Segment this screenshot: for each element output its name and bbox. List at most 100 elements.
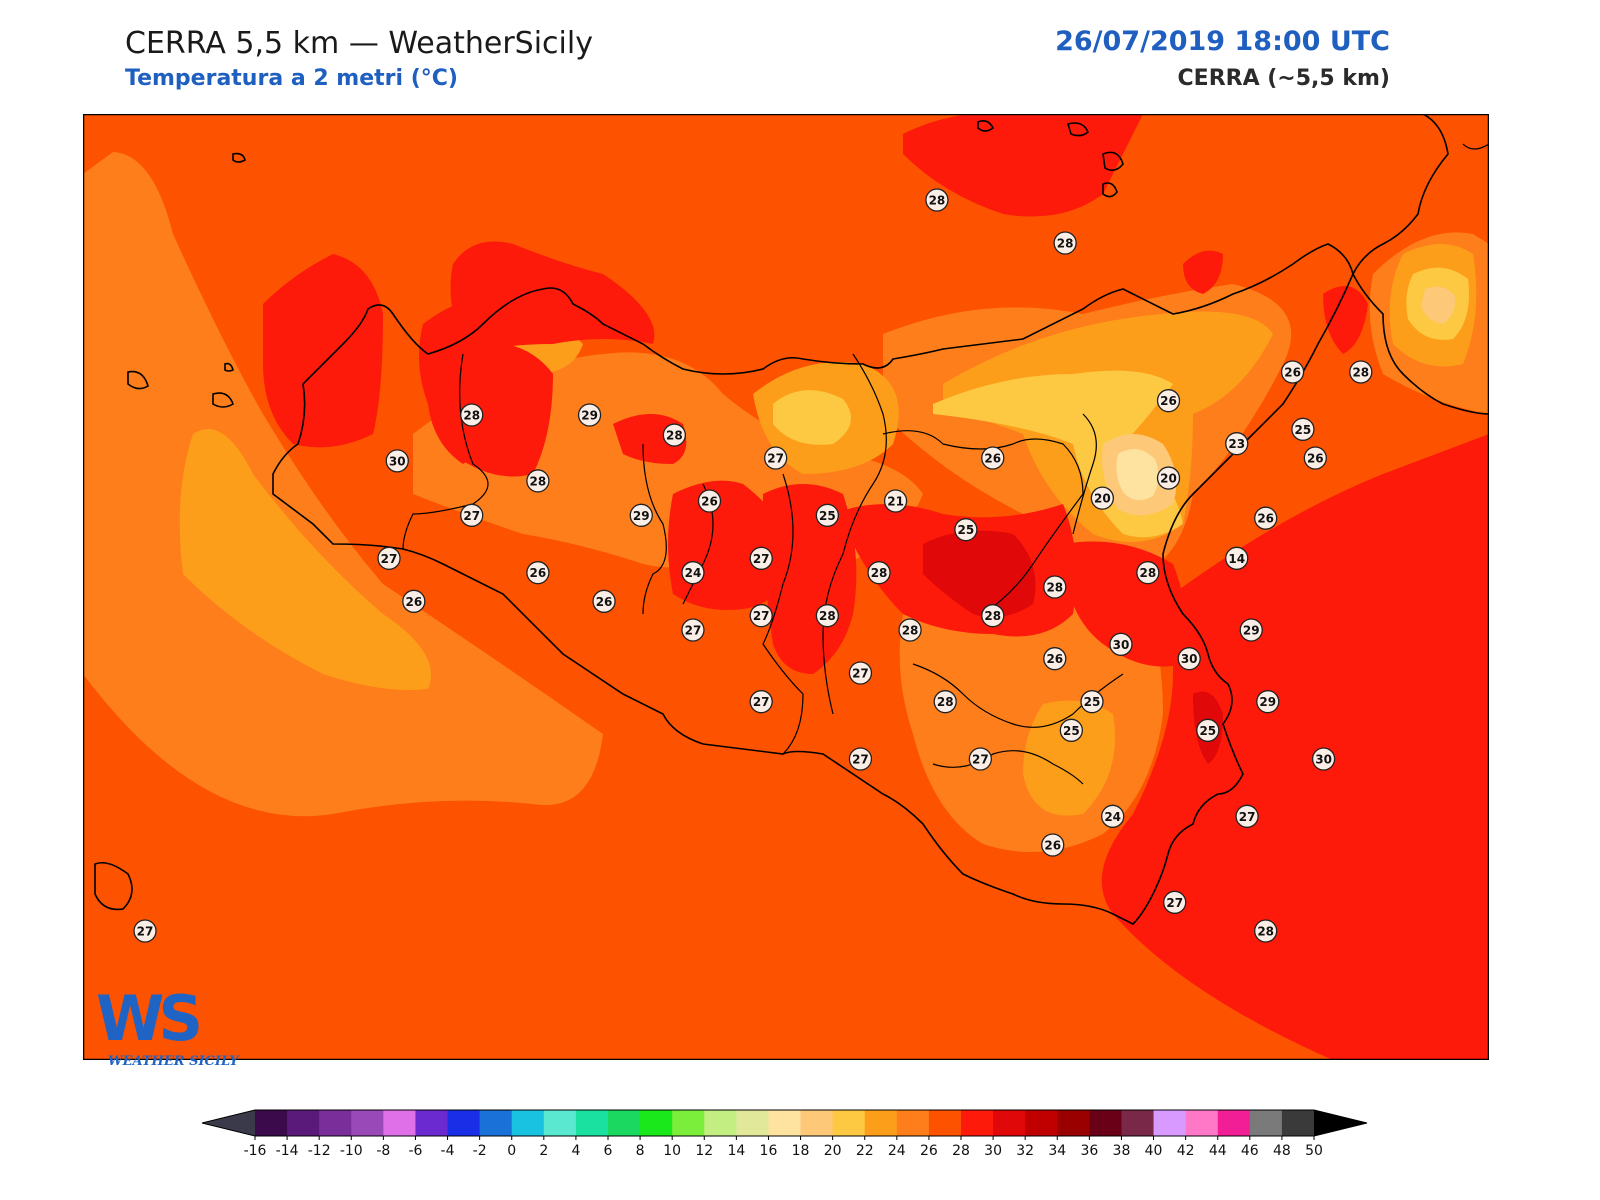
temperature-map: 28 28 28 29 28 30 28 27 29 26 27 25 21 25 26 26 23 25 26 28… <box>83 114 1489 1060</box>
station-marker: 21 <box>883 489 908 513</box>
station-marker: 28 <box>1136 561 1160 585</box>
station-circle <box>1080 690 1104 714</box>
colorbar-cell <box>1217 1110 1251 1136</box>
colorbar-tick-label: 50 <box>1305 1143 1323 1159</box>
station-value: 28 <box>666 429 683 443</box>
station-value: 27 <box>463 509 480 523</box>
station-circle <box>1280 360 1305 384</box>
station-circle <box>402 589 426 613</box>
station-circle <box>1311 747 1336 771</box>
station-marker: 28 <box>460 403 484 427</box>
colorbar-ticks: -16 -14 -12 -10 -8 -6 -4 -2 0 2 4 6 8 10 12 14 16 18 20 22 2… <box>244 1136 1323 1159</box>
station-value: 28 <box>902 624 919 638</box>
colorbar-tick-label: 10 <box>663 1143 681 1159</box>
station-circle <box>1256 690 1280 714</box>
station-value: 27 <box>972 753 989 767</box>
station-marker: 28 <box>925 188 949 212</box>
colorbar-tick-label: 26 <box>920 1143 938 1159</box>
station-value: 28 <box>1257 925 1274 939</box>
station-marker: 27 <box>749 546 773 570</box>
station-circle <box>1225 546 1249 570</box>
colorbar-cell <box>768 1110 802 1136</box>
station-circle <box>1041 833 1065 857</box>
colorbar-tick-label: 28 <box>952 1143 970 1159</box>
colorbar-cell <box>1249 1110 1283 1136</box>
station-marker: 28 <box>933 690 957 714</box>
station-circle <box>1109 632 1133 656</box>
station-marker: 30 <box>1177 647 1201 671</box>
station-marker: 30 <box>1311 747 1336 771</box>
station-marker: 27 <box>968 747 993 771</box>
colorbar-cell <box>575 1110 609 1136</box>
station-marker: 24 <box>681 561 705 585</box>
station-marker: 26 <box>1303 446 1327 470</box>
colorbar-tick-label: 36 <box>1080 1143 1098 1159</box>
station-marker: 20 <box>1156 466 1181 490</box>
colorbar-tick-label: 8 <box>636 1143 645 1159</box>
station-value: 26 <box>1160 394 1177 408</box>
station-value: 28 <box>1139 566 1156 580</box>
colorbar-cell <box>736 1110 769 1136</box>
colorbar-tick-label: 6 <box>604 1143 613 1159</box>
station-marker: 25 <box>815 503 840 527</box>
weathersicily-logo: WS WEATHER SICILY <box>96 984 256 1074</box>
station-value: 28 <box>819 609 836 623</box>
map-title: CERRA 5,5 km — WeatherSicily <box>125 26 593 61</box>
colorbar-tick-label: 40 <box>1145 1143 1163 1159</box>
colorbar-cell <box>1025 1110 1058 1136</box>
station-marker: 26 <box>1043 647 1067 671</box>
station-circle <box>629 503 653 527</box>
station-circle <box>460 503 484 527</box>
station-value: 26 <box>530 566 547 580</box>
station-value: 25 <box>1295 423 1312 437</box>
logo-text: WEATHER SICILY <box>108 1054 239 1069</box>
colorbar-cell <box>511 1110 545 1136</box>
station-circle <box>1177 647 1201 671</box>
station-marker: 23 <box>1225 432 1249 456</box>
station-value: 27 <box>852 667 869 681</box>
colorbar-tick-label: 38 <box>1113 1143 1131 1159</box>
colorbar-tick-label: 32 <box>1016 1143 1034 1159</box>
colorbar-tick-label: 20 <box>824 1143 842 1159</box>
colorbar-cell <box>1121 1110 1155 1136</box>
station-circle <box>1303 446 1327 470</box>
station-value: 26 <box>1284 366 1301 380</box>
station-marker: 28 <box>1254 919 1278 943</box>
colorbar-cell <box>415 1110 449 1136</box>
station-value: 20 <box>1160 472 1177 486</box>
station-marker: 27 <box>749 690 773 714</box>
station-circle <box>133 919 157 943</box>
station-circle <box>848 747 873 771</box>
colorbar-cell <box>287 1110 320 1136</box>
station-value: 21 <box>887 495 904 509</box>
colorbar-cell <box>640 1110 673 1136</box>
station-marker: 28 <box>662 423 686 447</box>
station-circle <box>681 561 705 585</box>
colorbar-cell <box>928 1110 962 1136</box>
station-value: 26 <box>405 595 422 609</box>
colorbar-cells <box>201 1109 1368 1137</box>
station-value: 24 <box>685 566 702 580</box>
colorbar-cell <box>672 1110 705 1136</box>
station-marker: 29 <box>1239 618 1263 642</box>
station-marker: 30 <box>1109 632 1133 656</box>
station-value: 29 <box>1243 624 1260 638</box>
station-value: 25 <box>1199 724 1216 738</box>
station-circle <box>749 604 773 628</box>
station-marker: 28 <box>898 618 922 642</box>
station-marker: 26 <box>1156 389 1181 413</box>
station-value: 23 <box>1228 437 1245 451</box>
colorbar-tick-label: 16 <box>760 1143 778 1159</box>
station-value: 27 <box>1239 810 1256 824</box>
colorbar-tick-label: -16 <box>244 1143 267 1159</box>
station-circle <box>925 188 949 212</box>
station-marker: 28 <box>981 604 1005 628</box>
colorbar-tick-label: 44 <box>1209 1143 1227 1159</box>
station-circle <box>898 618 922 642</box>
station-circle <box>377 546 401 570</box>
station-value: 26 <box>1307 452 1324 466</box>
station-value: 26 <box>1044 839 1061 853</box>
station-value: 27 <box>753 552 770 566</box>
station-circle <box>981 604 1005 628</box>
station-marker: 27 <box>133 919 157 943</box>
